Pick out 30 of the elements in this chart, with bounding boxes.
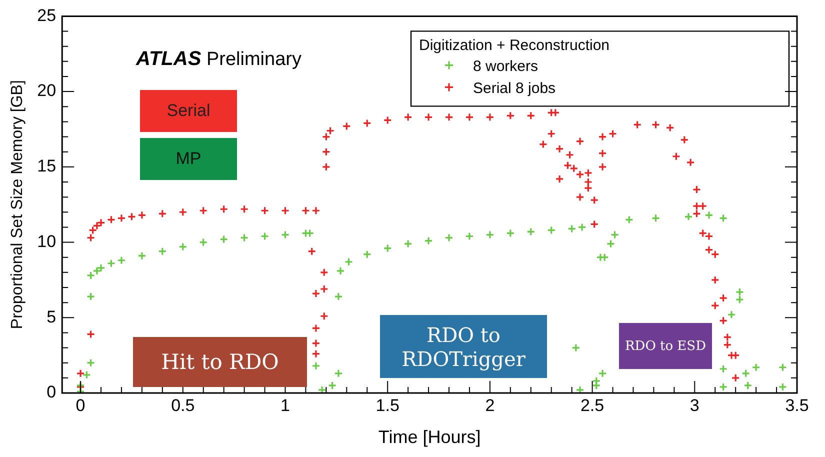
annotation: RDO to ESD	[624, 338, 706, 354]
label-tag: MP	[140, 138, 237, 180]
label-tag: RDO to RDOTrigger	[380, 315, 547, 378]
legend-title: Digitization + Reconstruction	[419, 37, 610, 54]
x-tick-label: 3	[690, 396, 700, 415]
annotation: RDO to RDOTrigger	[400, 322, 526, 370]
label-tag: Serial	[140, 90, 237, 132]
x-tick-label: 0	[76, 396, 86, 415]
legend-label: Serial 8 jobs	[473, 80, 556, 98]
y-tick-label: 0	[46, 382, 56, 402]
x-tick-label: 2.5	[580, 396, 604, 415]
x-tick-label: 1	[280, 396, 290, 415]
annotation: ATLAS Preliminary	[135, 48, 302, 70]
y-tick-label: 20	[37, 81, 56, 100]
y-axis-title: Proportional Set Size Memory [GB]	[9, 80, 26, 330]
label-tag: Hit to RDO	[133, 337, 307, 387]
y-tick-label: 10	[37, 232, 56, 251]
y-tick-label: 5	[46, 307, 56, 326]
annotation: Hit to RDO	[161, 350, 279, 374]
y-tick-label: 15	[37, 156, 56, 176]
annotation: Serial	[166, 101, 210, 121]
x-tick-label: 3.5	[785, 396, 809, 415]
x-axis-title: Time [Hours]	[378, 427, 481, 448]
label-tag: RDO to ESD	[619, 323, 712, 369]
x-tick-label: 0.5	[171, 396, 195, 415]
x-tick-label: 1.5	[376, 396, 400, 415]
annotation: MP	[176, 149, 202, 169]
x-tick-label: 2	[485, 396, 495, 415]
legend-label: 8 workers	[473, 58, 538, 76]
y-tick-label: 25	[37, 6, 56, 25]
